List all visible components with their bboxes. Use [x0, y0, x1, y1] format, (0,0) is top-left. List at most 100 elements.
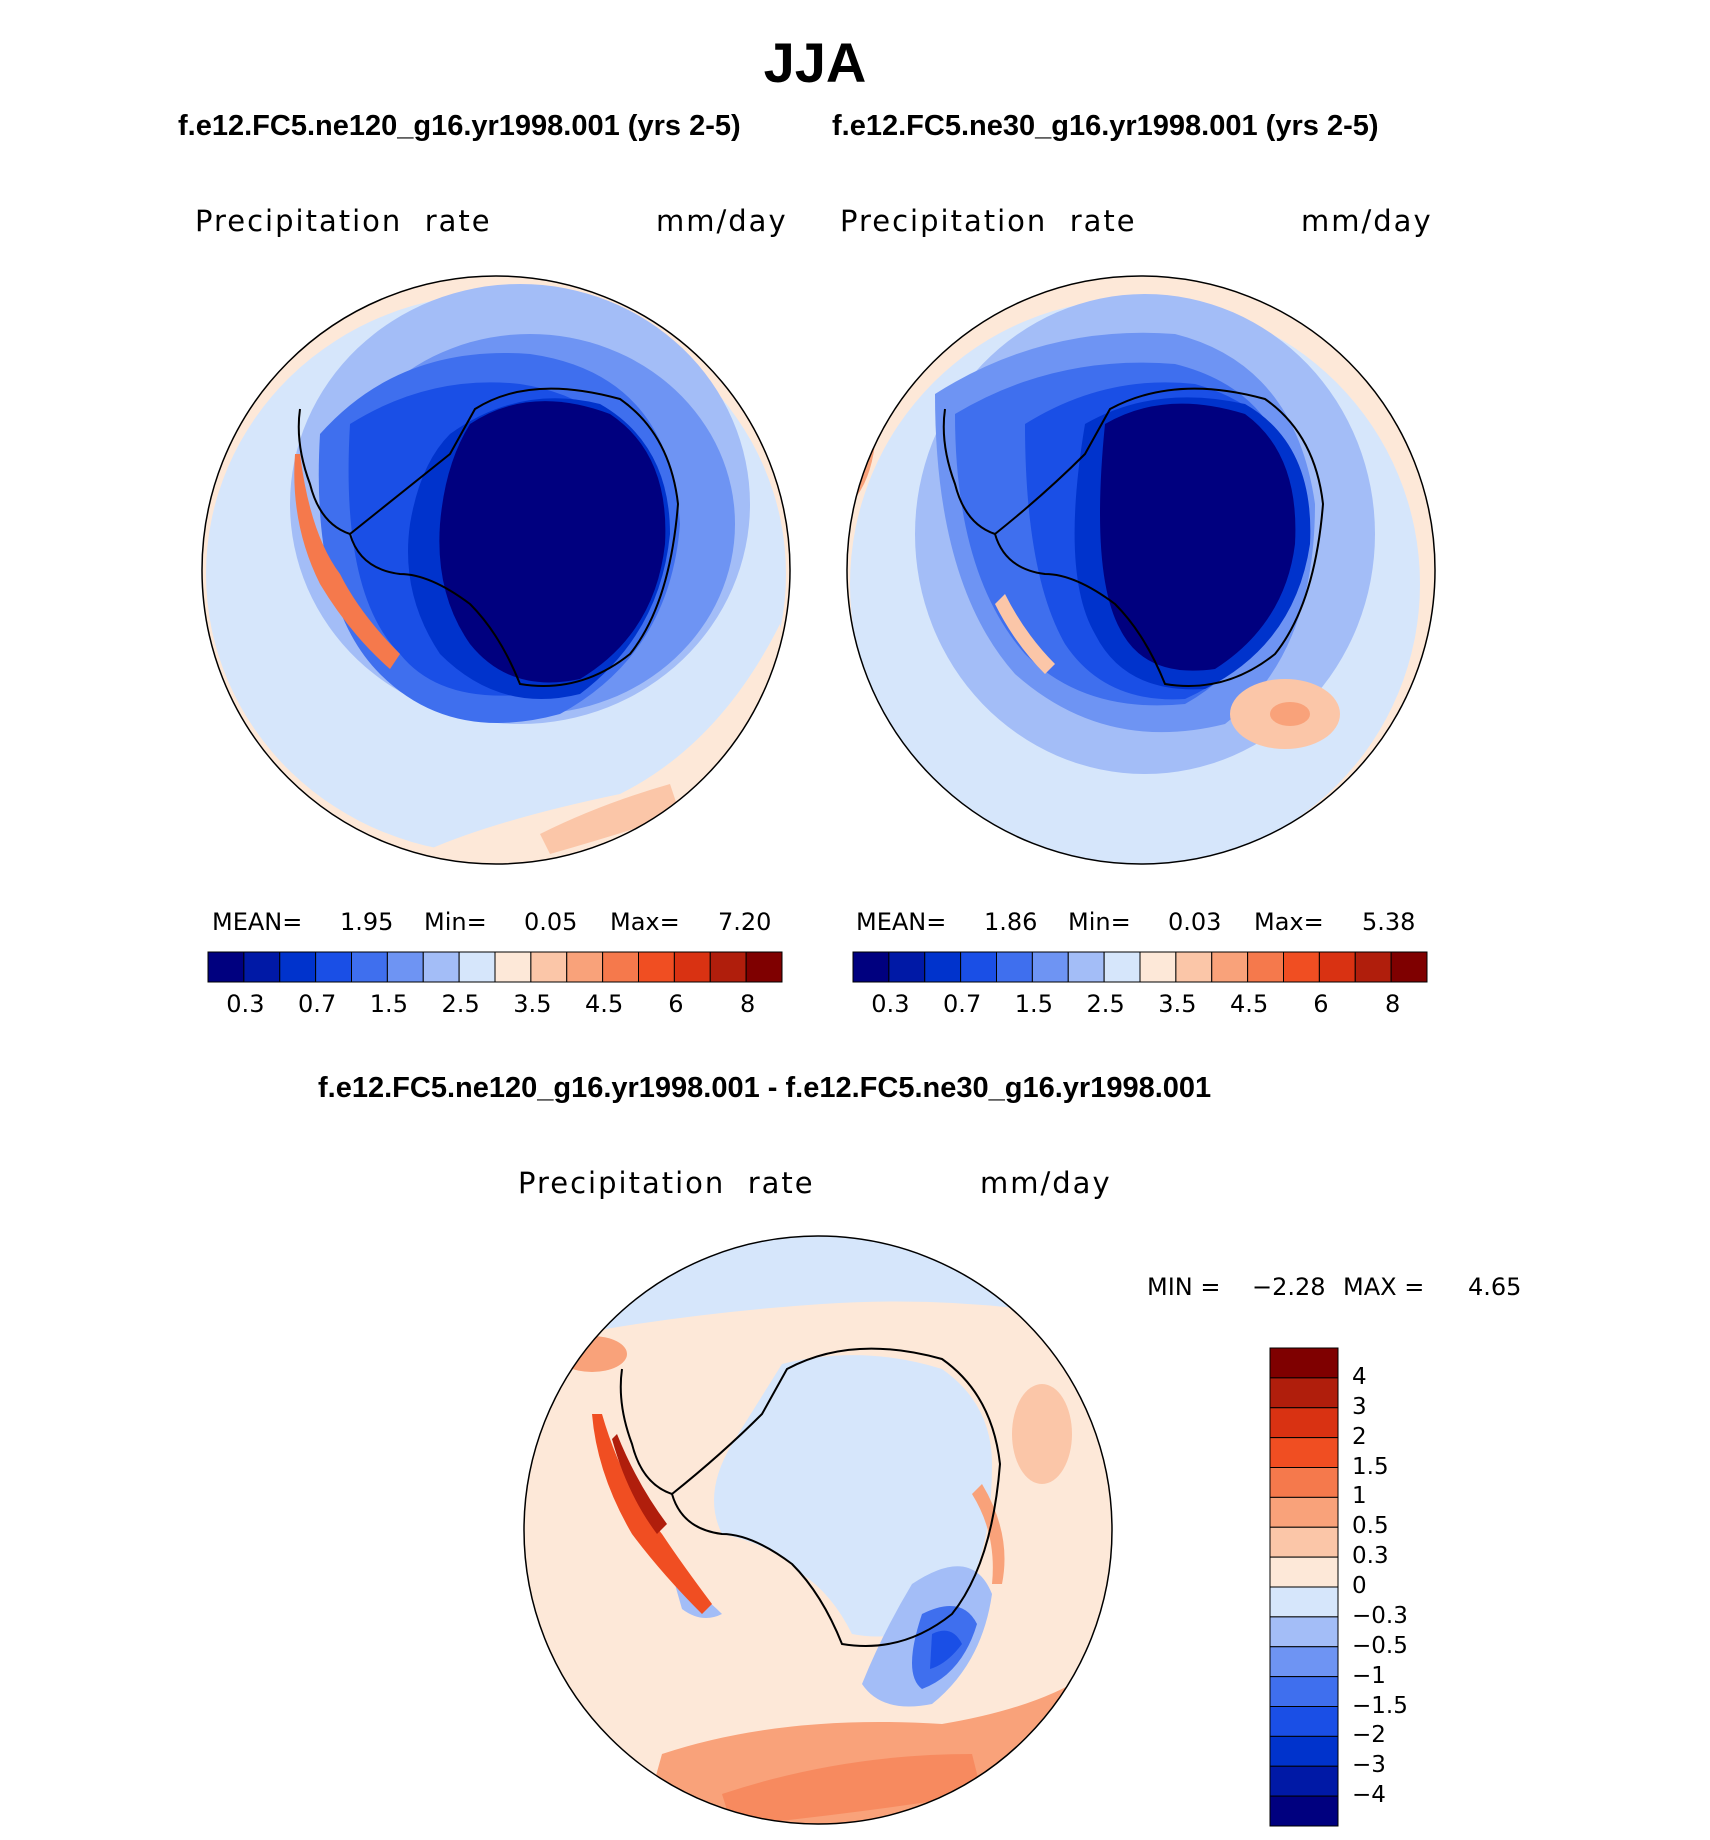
colorbar-diff-swatch [1269, 1437, 1339, 1468]
colorbar-1-swatch [279, 951, 317, 983]
colorbar-diff-swatch [1269, 1467, 1339, 1498]
colorbar-diff-tick-label: −3 [1352, 1752, 1386, 1779]
colorbar-2-swatch [1247, 951, 1284, 983]
colorbar-diff-swatch [1269, 1646, 1339, 1678]
colorbar-2-swatch [1139, 951, 1177, 983]
colorbar-2-swatch [960, 951, 997, 983]
panel-2-title: f.e12.FC5.ne30_g16.yr1998.001 (yrs 2-5) [832, 110, 1379, 142]
colorbar-diff-tick-label: 1.5 [1352, 1453, 1389, 1480]
panel-1-min-label: Min= [424, 908, 487, 936]
colorbar-2-swatch [1067, 951, 1105, 983]
colorbar-diff-tick-label: −0.5 [1352, 1632, 1408, 1659]
colorbar-2-swatch [924, 951, 962, 983]
colorbar-diff [1269, 1347, 1339, 1827]
colorbar-2-tick-label: 0.7 [943, 990, 982, 1018]
colorbar-2-tick-label: 0.3 [871, 990, 910, 1018]
colorbar-diff-tick-label: −0.3 [1352, 1602, 1408, 1629]
colorbar-panel-1 [207, 951, 783, 983]
colorbar-2-tick-label: 2.5 [1086, 990, 1125, 1018]
colorbar-diff-tick-label: 0.5 [1352, 1513, 1389, 1540]
panel-2-min-label: Min= [1068, 908, 1131, 936]
colorbar-panel-2-ticks: 0.3 0.7 1.5 2.5 3.5 4.5 6 8 [853, 990, 1427, 1020]
map-panel-diff [523, 1235, 1113, 1825]
colorbar-2-swatch [852, 951, 890, 983]
map-panel-1 [201, 275, 791, 865]
colorbar-2-swatch [1103, 951, 1141, 983]
colorbar-diff-swatch [1269, 1496, 1339, 1528]
colorbar-1-swatch [458, 951, 496, 983]
colorbar-1-tick-label: 3.5 [513, 990, 552, 1018]
diff-panel-variable: Precipitation rate [518, 1166, 815, 1200]
colorbar-1-swatch [351, 951, 388, 983]
colorbar-2-tick-label: 6 [1313, 990, 1329, 1018]
colorbar-1-swatch [530, 951, 568, 983]
panel-2-mean-label: MEAN= [856, 908, 947, 936]
colorbar-1-swatch [243, 951, 281, 983]
colorbar-1-swatch [494, 951, 532, 983]
panel-1-title: f.e12.FC5.ne120_g16.yr1998.001 (yrs 2-5) [178, 110, 741, 142]
colorbar-1-tick-label: 1.5 [369, 990, 408, 1018]
colorbar-diff-swatch [1269, 1616, 1339, 1648]
panel-2-units: mm/day [1301, 204, 1433, 238]
colorbar-diff-swatch [1269, 1407, 1339, 1439]
panel-1-mean-label: MEAN= [212, 908, 303, 936]
colorbar-1-swatch [207, 951, 245, 983]
colorbar-diff-tick-label: −1 [1352, 1662, 1386, 1689]
colorbar-2-swatch [996, 951, 1033, 983]
colorbar-1-swatch [602, 951, 639, 983]
panel-2-max-value: 5.38 [1362, 908, 1416, 936]
colorbar-2-swatch [1031, 951, 1069, 983]
colorbar-2-tick-label: 4.5 [1230, 990, 1269, 1018]
colorbar-2-swatch [1354, 951, 1392, 983]
colorbar-diff-ticks: 4 3 2 1.5 1 0.5 0.3 0 −0.3 −0.5 −1 −1.5 −2 −3 −4 [1352, 1348, 1472, 1826]
panel-1-max-label: Max= [610, 908, 680, 936]
colorbar-diff-swatch [1269, 1377, 1339, 1409]
colorbar-1-swatch [709, 951, 747, 983]
colorbar-1-swatch [566, 951, 604, 983]
panel-2-max-label: Max= [1254, 908, 1324, 936]
colorbar-diff-swatch [1269, 1706, 1339, 1737]
season-title: JJA [763, 31, 867, 94]
colorbar-panel-2 [852, 951, 1428, 983]
colorbar-diff-swatch [1269, 1735, 1339, 1767]
colorbar-diff-tick-label: −4 [1352, 1782, 1386, 1809]
panel-1-variable: Precipitation rate [195, 204, 492, 238]
colorbar-2-swatch [888, 951, 926, 983]
colorbar-1-swatch [315, 951, 352, 983]
colorbar-1-tick-label: 8 [739, 990, 756, 1018]
colorbar-1-swatch [745, 951, 783, 983]
map-panel-2 [846, 275, 1436, 865]
panel-2-variable: Precipitation rate [840, 204, 1137, 238]
panel-2-min-value: 0.03 [1168, 908, 1222, 936]
colorbar-diff-swatch [1269, 1556, 1339, 1588]
colorbar-diff-swatch [1269, 1347, 1339, 1379]
colorbar-diff-swatch [1269, 1676, 1339, 1707]
colorbar-2-tick-label: 1.5 [1014, 990, 1053, 1018]
colorbar-2-tick-label: 3.5 [1158, 990, 1197, 1018]
colorbar-1-swatch [422, 951, 460, 983]
panel-1-mean-value: 1.95 [340, 908, 394, 936]
panel-2-mean-value: 1.86 [984, 908, 1038, 936]
diff-panel-title: f.e12.FC5.ne120_g16.yr1998.001 - f.e12.F… [318, 1072, 1212, 1104]
colorbar-diff-tick-label: 0.3 [1352, 1543, 1389, 1570]
diff-min-value: −2.28 [1252, 1273, 1326, 1301]
colorbar-2-tick-label: 8 [1384, 990, 1401, 1018]
colorbar-diff-tick-label: 1 [1352, 1483, 1367, 1510]
colorbar-diff-tick-label: 0 [1352, 1573, 1367, 1599]
colorbar-1-tick-label: 0.7 [298, 990, 337, 1018]
diff-panel-units: mm/day [980, 1166, 1112, 1200]
diff-min-label: MIN = [1147, 1273, 1221, 1301]
colorbar-diff-tick-label: 2 [1352, 1423, 1367, 1450]
colorbar-diff-swatch [1269, 1526, 1339, 1558]
colorbar-diff-swatch [1269, 1586, 1339, 1618]
diff-max-label: MAX = [1343, 1273, 1425, 1301]
colorbar-diff-tick-label: 3 [1352, 1393, 1367, 1420]
colorbar-1-tick-label: 0.3 [226, 990, 265, 1018]
panel-1-max-value: 7.20 [718, 908, 772, 936]
colorbar-1-swatch [673, 951, 711, 983]
colorbar-2-swatch [1318, 951, 1356, 983]
colorbar-diff-swatch [1269, 1795, 1339, 1827]
colorbar-2-swatch [1175, 951, 1213, 983]
colorbar-1-swatch [386, 951, 424, 983]
colorbar-1-tick-label: 4.5 [585, 990, 624, 1018]
